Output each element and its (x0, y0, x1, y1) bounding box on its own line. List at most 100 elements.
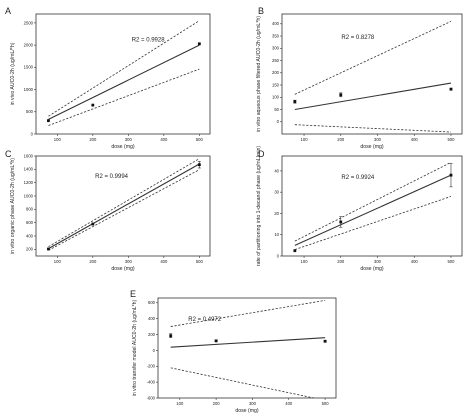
y-tick-label: 2500 (24, 20, 34, 25)
plot-frame (281, 13, 463, 135)
y-tick-label: 100 (272, 95, 280, 100)
panel-c: C 100 200 300 400 500 200 400 600 800 1000 1200 1400… (5, 149, 211, 272)
data-point (214, 339, 218, 343)
fit-line (48, 163, 200, 250)
x-tick-label: 500 (196, 259, 204, 264)
data-point (197, 163, 201, 167)
r2-annotation: R2 = 0.4972 (188, 317, 222, 323)
x-tick-label: 400 (285, 401, 293, 406)
fit-line (170, 337, 326, 348)
r2-annotation: R2 = 0.9924 (341, 175, 375, 181)
y-tick-label: 0 (277, 253, 280, 258)
y-tick-label: -400 (147, 380, 156, 385)
x-tick-label: 400 (160, 137, 168, 142)
data-point (91, 103, 95, 107)
x-axis-label: dose (mg) (235, 408, 259, 414)
ci-upper-line (294, 162, 452, 242)
r2-annotation: R2 = 0.9994 (95, 174, 129, 180)
data-point (293, 249, 297, 253)
y-tick-label: 0 (153, 348, 156, 353)
x-tick-label: 500 (196, 137, 204, 142)
data-point (91, 222, 95, 226)
data-point (339, 93, 343, 97)
x-tick-label: 300 (125, 137, 133, 142)
y-tick-label: 0 (31, 131, 34, 136)
ci-lower-line (48, 68, 200, 126)
y-tick-label: 500 (26, 109, 34, 114)
x-tick-label: 300 (249, 401, 257, 406)
x-tick-label: 300 (374, 259, 382, 264)
fit-line (294, 82, 452, 111)
x-tick-label: 200 (89, 259, 97, 264)
ci-lower-line (294, 196, 452, 250)
ci-upper-line (294, 20, 452, 95)
y-tick-label: 400 (26, 233, 34, 238)
y-tick-label: 30 (274, 190, 279, 195)
ci-upper-line (170, 299, 326, 327)
data-point (47, 119, 50, 123)
y-tick-label: 1600 (24, 153, 34, 158)
data-point (197, 42, 201, 46)
data-point (169, 334, 173, 338)
fit-line (48, 44, 200, 120)
ci-upper-line (48, 158, 200, 248)
data-point (449, 173, 453, 177)
panel-letter: E (130, 289, 136, 299)
y-tick-label: 10 (274, 232, 279, 237)
x-tick-label: 200 (337, 137, 345, 142)
y-tick-label: 600 (148, 300, 156, 305)
y-tick-label: 20 (274, 211, 279, 216)
panel-letter: A (5, 6, 11, 16)
plot-frame (157, 297, 337, 399)
y-tick-label: 1000 (24, 87, 34, 92)
fit-line (294, 174, 452, 246)
panel-b: B 100 200 300 400 500 0 50 100 150 200 250 300 350 400… (256, 6, 463, 150)
ci-lower-line (48, 169, 200, 251)
data-point (47, 247, 50, 251)
x-tick-label: 300 (374, 137, 382, 142)
ci-lower-line (294, 124, 451, 133)
y-tick-label: 50 (274, 107, 279, 112)
x-tick-label: 400 (411, 137, 419, 142)
data-point (293, 100, 297, 104)
x-tick-label: 400 (160, 259, 168, 264)
plot-frame (35, 13, 211, 135)
y-tick-label: 200 (148, 332, 156, 337)
y-axis-label: in vitro transfer model AUC0-2h (ug/mL*h… (132, 299, 138, 396)
r2-annotation: R2 = 0.9928 (132, 38, 166, 44)
x-tick-label: 100 (176, 401, 184, 406)
y-axis-label: in vivo AUC0-2h (ug/mL/*h) (10, 42, 16, 105)
y-tick-label: 400 (148, 316, 156, 321)
y-tick-label: 800 (26, 207, 34, 212)
x-axis-label: dose (mg) (111, 144, 135, 150)
x-tick-label: 500 (447, 259, 455, 264)
x-tick-label: 200 (213, 401, 221, 406)
y-tick-label: 600 (26, 220, 34, 225)
y-tick-label: 150 (272, 82, 280, 87)
x-axis-label: dose (mg) (111, 266, 135, 272)
ci-lower-line (170, 367, 316, 398)
y-axis-label: in vitro aqueous phase filtered AUC0-2h … (256, 16, 262, 132)
panel-d: D 100 200 300 400 500 0 10 20 30 40 dose (mg) rate o… (256, 146, 463, 272)
panel-letter: D (258, 149, 265, 159)
x-tick-label: 100 (54, 259, 62, 264)
x-axis-label: dose (mg) (360, 266, 384, 272)
panel-e: E 100 200 300 400 500 -600 -400 -200 0 200 400 600 do… (130, 289, 337, 414)
panel-letter: B (258, 6, 264, 16)
x-axis-label: dose (mg) (360, 144, 384, 150)
plot-frame (35, 155, 211, 257)
y-tick-label: 1200 (24, 180, 34, 185)
y-tick-label: 0 (277, 119, 280, 124)
x-tick-label: 400 (411, 259, 419, 264)
r2-annotation: R2 = 0.8278 (341, 35, 375, 41)
y-tick-label: -600 (147, 395, 156, 400)
x-tick-label: 100 (54, 137, 62, 142)
y-tick-label: 400 (272, 21, 280, 26)
y-tick-label: 40 (274, 168, 279, 173)
x-tick-label: 500 (447, 137, 455, 142)
x-tick-label: 200 (89, 137, 97, 142)
y-tick-label: 200 (26, 247, 34, 252)
y-tick-label: 350 (272, 33, 280, 38)
x-tick-label: 200 (337, 259, 345, 264)
